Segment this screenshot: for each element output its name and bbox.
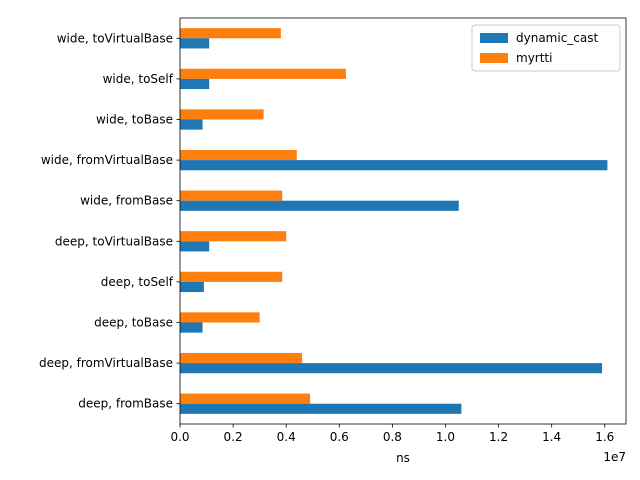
y-tick-label: wide, toVirtualBase	[57, 31, 173, 45]
x-tick-label: 0.0	[170, 430, 189, 444]
bar-myrtti	[180, 68, 346, 79]
legend-swatch	[480, 53, 508, 63]
x-tick-label: 1.4	[542, 430, 561, 444]
y-tick-label: deep, fromVirtualBase	[39, 356, 173, 370]
x-tick-label: 1.0	[436, 430, 455, 444]
bar-dynamic-cast	[180, 363, 603, 374]
y-tick-label: deep, toVirtualBase	[55, 234, 173, 248]
legend-entry-label: myrtti	[516, 51, 552, 65]
bar-dynamic-cast	[180, 38, 210, 49]
y-tick-label: wide, toSelf	[103, 72, 174, 86]
x-axis-scale-label: 1e7	[603, 450, 626, 464]
bar-myrtti	[180, 231, 287, 242]
y-tick-label: wide, toBase	[96, 113, 173, 127]
bar-myrtti	[180, 393, 311, 404]
x-axis-label: ns	[396, 451, 410, 465]
bar-dynamic-cast	[180, 281, 204, 293]
bar-dynamic-cast	[180, 119, 203, 130]
axes-frame	[179, 17, 627, 425]
y-tick-label: wide, fromBase	[80, 194, 173, 208]
y-tick-label: deep, toBase	[94, 316, 173, 330]
x-tick-label: 0.8	[383, 430, 402, 444]
bar-dynamic-cast	[180, 78, 210, 90]
legend-frame	[471, 24, 621, 72]
y-tick-label: wide, fromVirtualBase	[41, 153, 173, 167]
bar-dynamic-cast	[180, 403, 462, 414]
x-tick-label: 1.2	[489, 430, 508, 444]
bar-myrtti	[180, 28, 281, 39]
legend-entry-label: dynamic_cast	[516, 31, 599, 45]
y-axis-ticks: deep, fromBase deep, fromVirtualBase deep,…	[39, 31, 180, 411]
bar-dynamic-cast	[180, 200, 459, 211]
bar-myrtti	[180, 109, 264, 120]
bar-myrtti	[180, 352, 303, 364]
bar-myrtti	[180, 312, 260, 323]
bar-dynamic-cast	[180, 241, 210, 252]
x-axis-ticks: 0.0 0.2 0.4 0.6 0.8 1.0 1.2 1.4 1.6	[170, 424, 614, 444]
x-tick-label: 0.4	[277, 430, 296, 444]
bars-layer	[180, 28, 608, 414]
bar-dynamic-cast	[180, 160, 608, 171]
y-tick-label: deep, toSelf	[101, 275, 174, 289]
bar-myrtti	[180, 190, 283, 201]
bar-myrtti	[180, 271, 283, 282]
bar-dynamic-cast	[180, 322, 203, 333]
x-tick-label: 1.6	[595, 430, 614, 444]
legend-swatch	[480, 33, 508, 43]
x-tick-label: 0.2	[224, 430, 243, 444]
y-tick-label: deep, fromBase	[78, 397, 173, 411]
x-tick-label: 0.6	[330, 430, 349, 444]
bar-myrtti	[180, 149, 297, 161]
